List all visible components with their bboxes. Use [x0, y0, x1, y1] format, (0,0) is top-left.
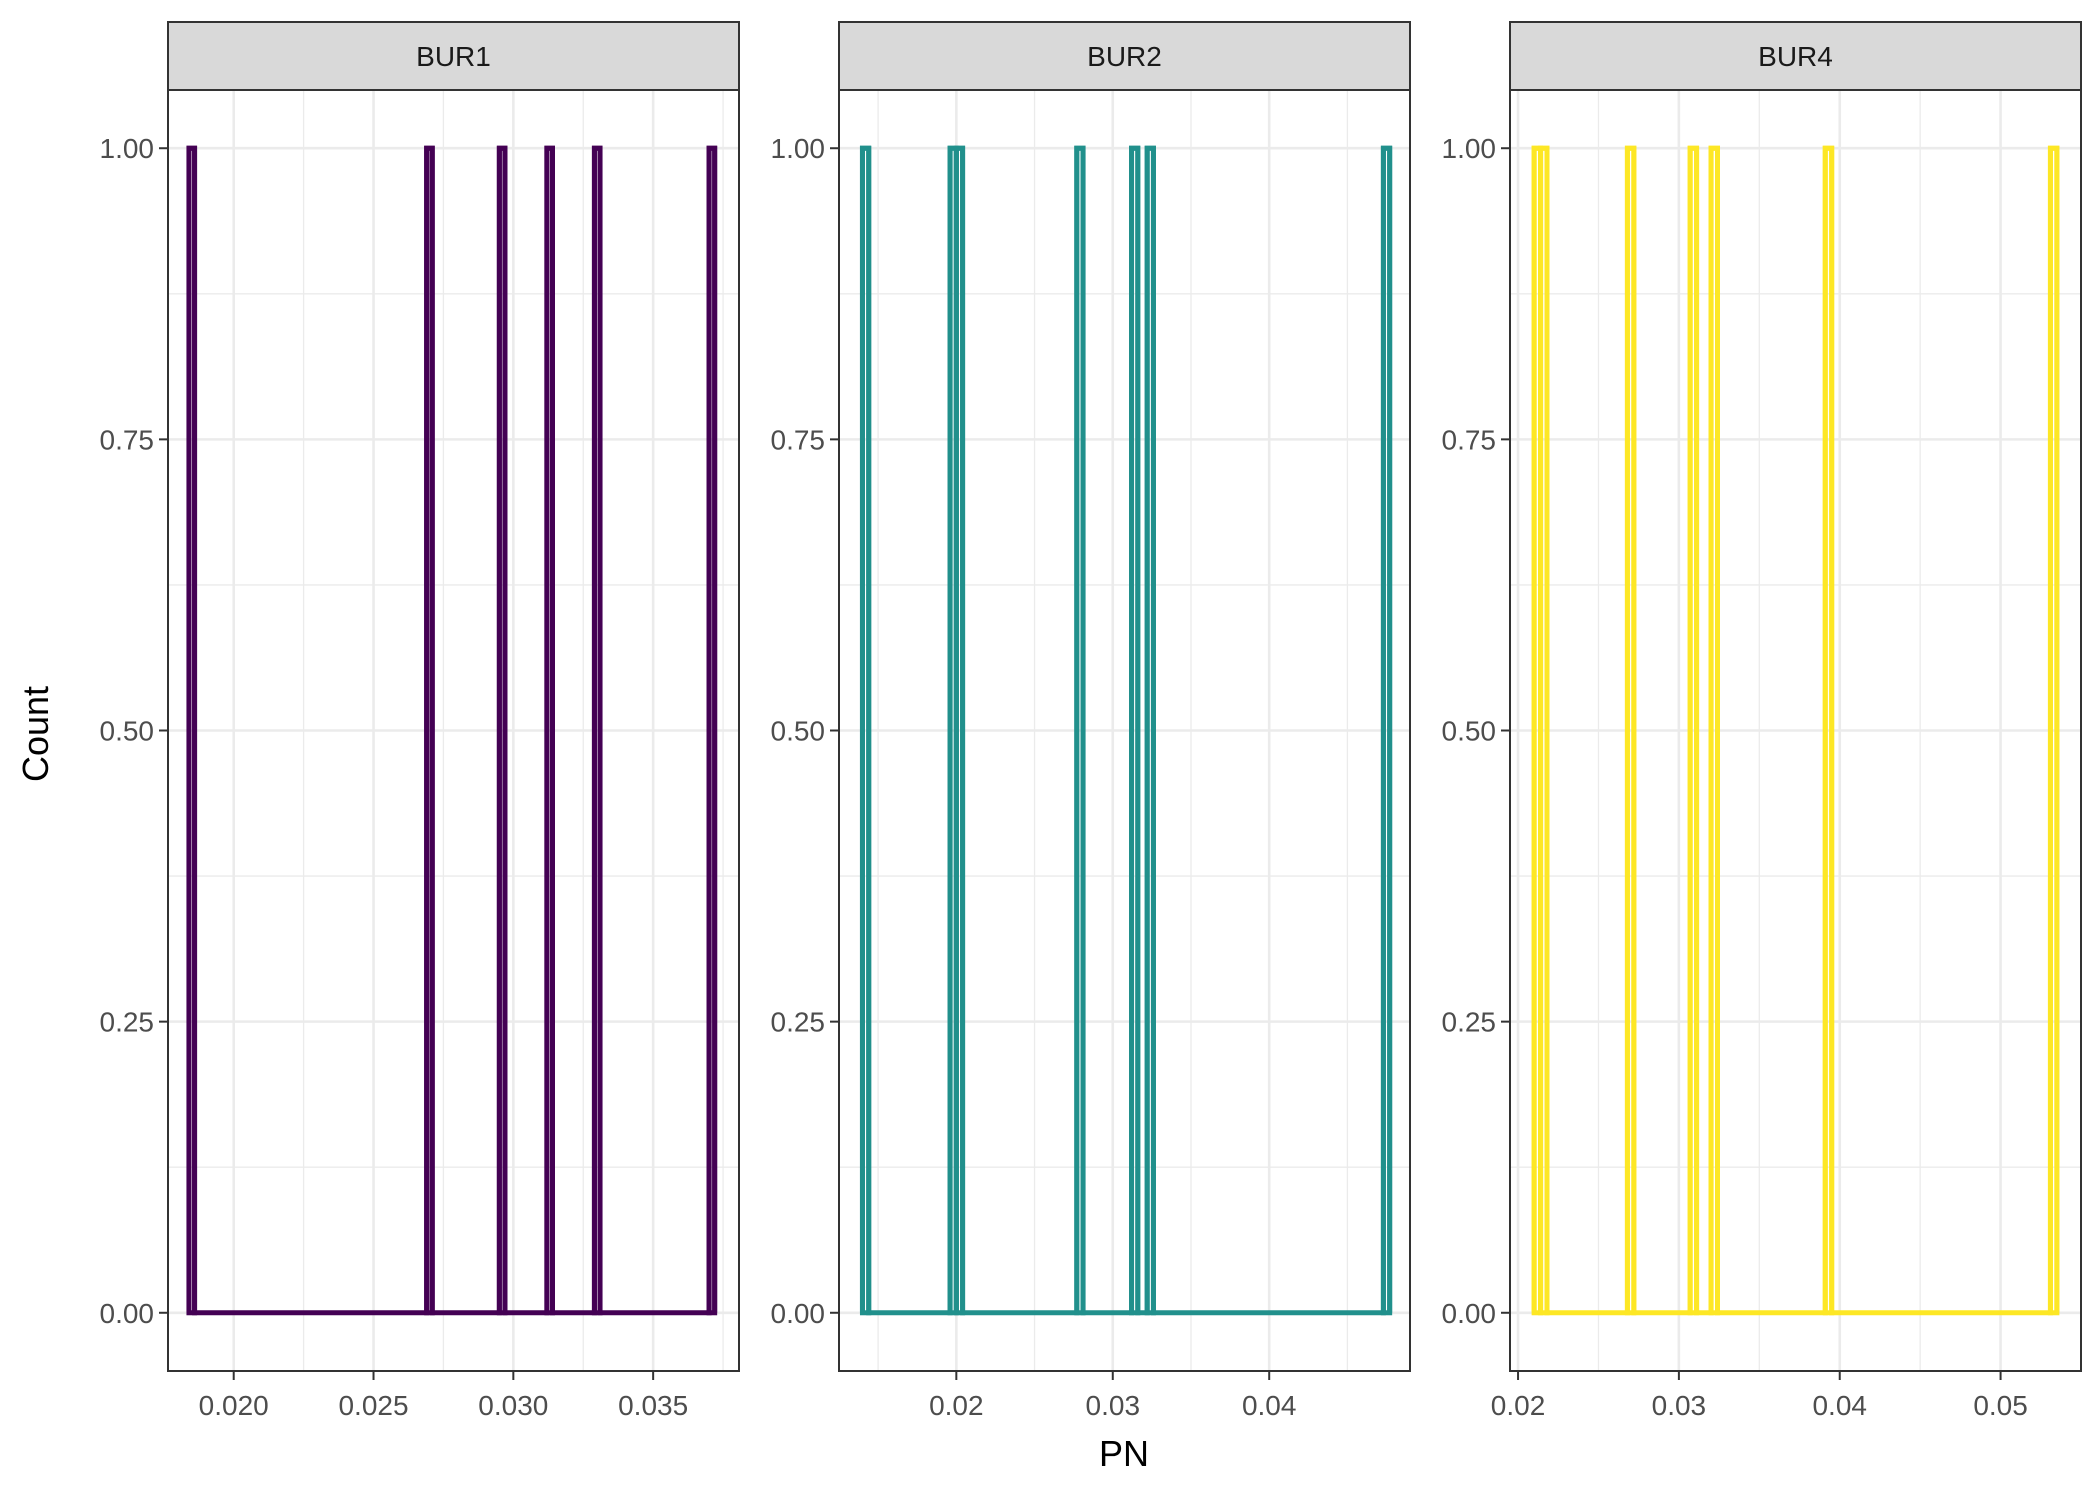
histogram-bar — [706, 145, 718, 1316]
x-tick-label: 0.04 — [1812, 1390, 1867, 1421]
x-tick-label: 0.03 — [1086, 1390, 1141, 1421]
y-tick-label: 1.00 — [100, 133, 155, 164]
histogram-bar — [186, 145, 198, 1316]
y-tick-label: 0.75 — [771, 424, 826, 455]
histogram-bar — [1624, 145, 1637, 1316]
y-tick-label: 0.25 — [771, 1007, 826, 1038]
histogram-bar — [953, 145, 966, 1316]
histogram-bar — [2047, 145, 2060, 1316]
y-tick-label: 0.50 — [1442, 716, 1497, 747]
facet-strip — [1509, 21, 2082, 91]
x-tick-label: 0.04 — [1242, 1390, 1297, 1421]
histogram-bar — [1129, 145, 1141, 1316]
histogram-bar — [1144, 145, 1156, 1316]
x-tick-label: 0.025 — [338, 1390, 408, 1421]
y-tick-label: 0.00 — [771, 1298, 826, 1329]
facet-strip-label: BUR1 — [416, 41, 491, 72]
histogram-bar — [1708, 145, 1720, 1316]
histogram-bar — [591, 145, 603, 1316]
facet-panel-bur2: BUR2 0.00 0.25 0.50 0.75 1.00 0.02 0.03 0.04 — [771, 21, 1411, 1421]
facet-strip — [838, 21, 1411, 91]
histogram-bar — [1074, 145, 1086, 1316]
y-tick-label: 0.25 — [1442, 1007, 1497, 1038]
histogram-bar — [496, 145, 508, 1316]
x-tick-label: 0.05 — [1973, 1390, 2028, 1421]
histogram-bar — [1380, 145, 1393, 1316]
x-tick-label: 0.035 — [618, 1390, 688, 1421]
x-tick-label: 0.03 — [1652, 1390, 1707, 1421]
y-tick-label: 0.00 — [100, 1298, 155, 1329]
x-axis-title: PN — [1099, 1433, 1149, 1474]
histogram-bar — [1822, 145, 1835, 1316]
facet-panels: BUR1 0.00 0.25 0.50 0.75 1.00 0.020 0.025 0.030 0… — [100, 21, 2082, 1421]
x-tick-label: 0.02 — [929, 1390, 984, 1421]
facet-strip-label: BUR4 — [1758, 41, 1833, 72]
y-tick-label: 0.25 — [100, 1007, 155, 1038]
histogram-outline — [186, 145, 718, 1316]
facet-strip — [167, 21, 740, 91]
facet-panel-bur4: BUR4 0.00 0.25 0.50 0.75 1.00 0.02 0.03 0.04 0.05 — [1442, 21, 2082, 1421]
y-tick-label: 0.50 — [771, 716, 826, 747]
y-tick-label: 0.75 — [100, 424, 155, 455]
histogram-bar — [424, 145, 435, 1316]
facet-strip-label: BUR2 — [1087, 41, 1162, 72]
histogram-bar — [1687, 145, 1700, 1316]
y-tick-label: 0.75 — [1442, 424, 1497, 455]
x-tick-label: 0.020 — [199, 1390, 269, 1421]
y-tick-label: 0.00 — [1442, 1298, 1497, 1329]
y-axis-title: Count — [15, 686, 56, 782]
facet-panel-bur1: BUR1 0.00 0.25 0.50 0.75 1.00 0.020 0.025 0.030 0… — [100, 21, 740, 1421]
histogram-bar — [544, 145, 555, 1316]
y-tick-label: 0.50 — [100, 716, 155, 747]
histogram-bar — [1538, 145, 1550, 1316]
histogram-bar — [859, 145, 872, 1316]
x-tick-label: 0.030 — [478, 1390, 548, 1421]
y-tick-label: 1.00 — [1442, 133, 1497, 164]
x-tick-label: 0.02 — [1491, 1390, 1546, 1421]
y-tick-label: 1.00 — [771, 133, 826, 164]
